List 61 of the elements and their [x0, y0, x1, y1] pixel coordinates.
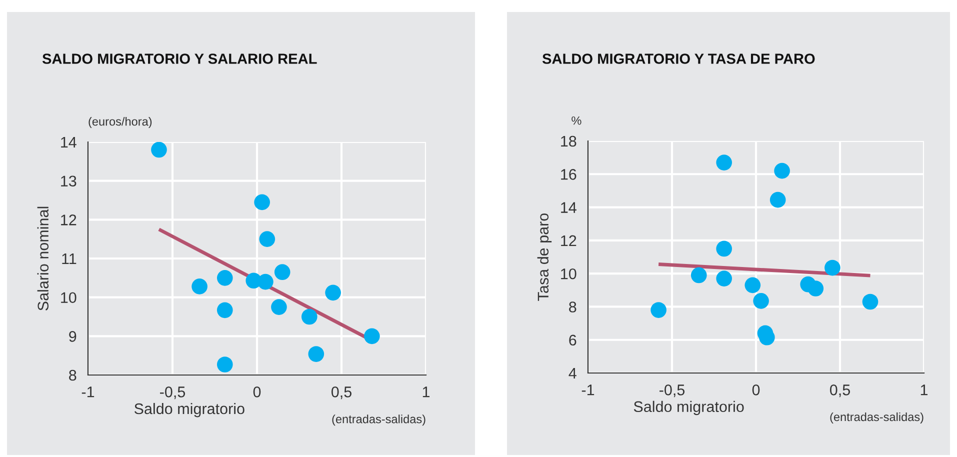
- point: [716, 240, 732, 257]
- y-tick-label: 11: [62, 254, 76, 264]
- x-tick-label: 0: [253, 386, 261, 398]
- x-tick-label: -0,5: [660, 384, 685, 398]
- y-tick-label: 4: [568, 368, 576, 379]
- point: [364, 328, 380, 344]
- chart-title: SALDO MIGRATORIO Y TASA DE PARO: [542, 54, 815, 64]
- x-axis-title: Saldo migratorio: [634, 400, 744, 416]
- point: [259, 231, 276, 247]
- x-tick-label: 1: [422, 386, 430, 398]
- x-tick-label: 0,5: [830, 384, 850, 398]
- point: [774, 162, 790, 179]
- y-axis-title: Tasa de paro: [537, 213, 552, 301]
- text: %: [572, 116, 582, 125]
- point: [862, 294, 878, 310]
- x-tick-label: -0,5: [160, 386, 186, 400]
- y-tick-label: 16: [561, 169, 576, 180]
- point: [216, 302, 233, 318]
- point: [824, 260, 840, 276]
- point: [271, 299, 287, 315]
- y-tick-label: 14: [561, 202, 576, 213]
- point: [274, 264, 290, 280]
- text: (euros/hora): [88, 117, 152, 128]
- point: [325, 284, 341, 301]
- point: [216, 356, 233, 372]
- y-axis-title: Salario nominal: [37, 206, 49, 310]
- x-tick-label: 1: [920, 384, 928, 396]
- y-tick-label: 8: [569, 302, 576, 312]
- point: [808, 280, 824, 296]
- text: (entradas-salidas): [332, 414, 426, 426]
- chart-title: SALDO MIGRATORIO Y SALARIO REAL: [42, 54, 317, 64]
- x-tick-label: -1: [82, 386, 94, 398]
- point: [151, 142, 167, 158]
- point: [753, 292, 769, 309]
- point: [690, 267, 707, 284]
- point: [254, 194, 270, 210]
- point: [650, 302, 666, 318]
- point: [770, 192, 786, 208]
- y-tick-label: 14: [61, 137, 76, 148]
- x-tick-label: -1: [582, 384, 594, 396]
- text: (entradas-salidas): [830, 412, 924, 424]
- point: [258, 274, 274, 290]
- x-tick-label: 0,5: [331, 386, 352, 400]
- y-tick-label: 10: [61, 292, 76, 304]
- y-tick-label: 18: [561, 136, 576, 147]
- x-axis-title: Saldo migratorio: [134, 402, 244, 418]
- point: [301, 308, 318, 325]
- y-tick-label: 12: [61, 214, 76, 226]
- y-tick-label: 13: [61, 176, 76, 187]
- y-tick-label: 8: [69, 370, 76, 381]
- point: [308, 346, 324, 362]
- y-tick-label: 6: [569, 334, 576, 346]
- point: [716, 154, 732, 170]
- y-tick-label: 10: [561, 268, 576, 280]
- point: [216, 270, 233, 286]
- y-tick-label: 12: [561, 235, 576, 246]
- x-tick-label: 0: [752, 384, 760, 396]
- point: [192, 278, 208, 294]
- point: [744, 277, 761, 294]
- point: [716, 270, 732, 286]
- y-tick-label: 9: [69, 331, 76, 342]
